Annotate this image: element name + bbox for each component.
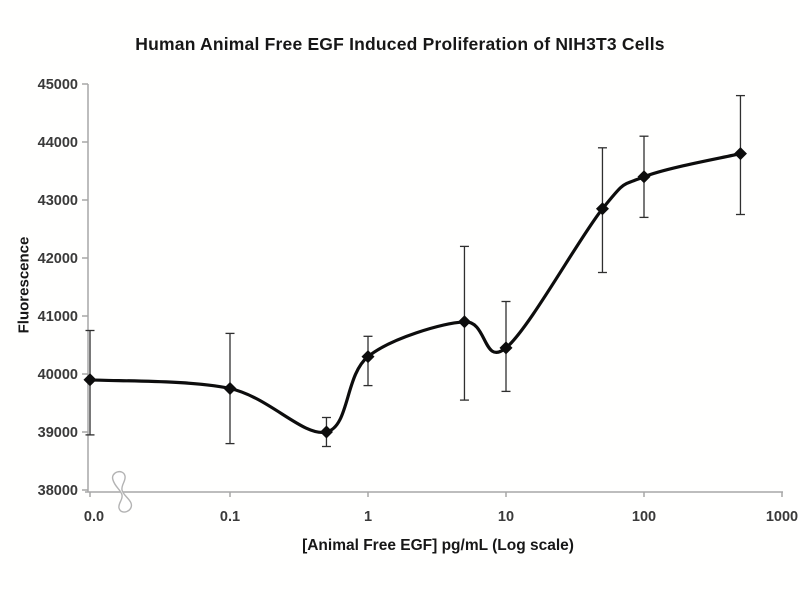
x-tick-label: 10 [498, 509, 514, 525]
data-point-marker [499, 341, 513, 355]
x-tick-label: 1 [364, 509, 372, 525]
chart-title: Human Animal Free EGF Induced Proliferat… [135, 34, 665, 54]
data-point-marker [595, 202, 609, 216]
y-tick-label: 42000 [38, 251, 78, 267]
data-point-marker [319, 425, 333, 439]
data-point-marker [457, 315, 471, 329]
y-tick-label: 43000 [38, 193, 78, 209]
data-point-marker [223, 382, 237, 395]
x-tick-label: 0.0 [84, 509, 104, 525]
data-point-marker [361, 350, 375, 364]
x-tick-label: 0.1 [220, 509, 240, 525]
y-tick-label: 39000 [38, 425, 78, 441]
y-tick-label: 41000 [38, 309, 78, 325]
y-tick-label: 44000 [38, 135, 78, 151]
y-tick-label: 38000 [38, 483, 78, 499]
y-tick-label: 45000 [38, 77, 78, 93]
data-point-marker [637, 170, 651, 184]
data-series-line [88, 152, 743, 434]
y-tick-label: 40000 [38, 367, 78, 383]
x-tick-label: 1000 [766, 509, 798, 525]
data-point-marker [733, 147, 747, 161]
x-tick-label: 100 [632, 509, 656, 525]
x-axis-break-mark [111, 470, 133, 513]
x-axis-title: [Animal Free EGF] pg/mL (Log scale) [302, 537, 574, 554]
data-point-marker [83, 373, 97, 387]
